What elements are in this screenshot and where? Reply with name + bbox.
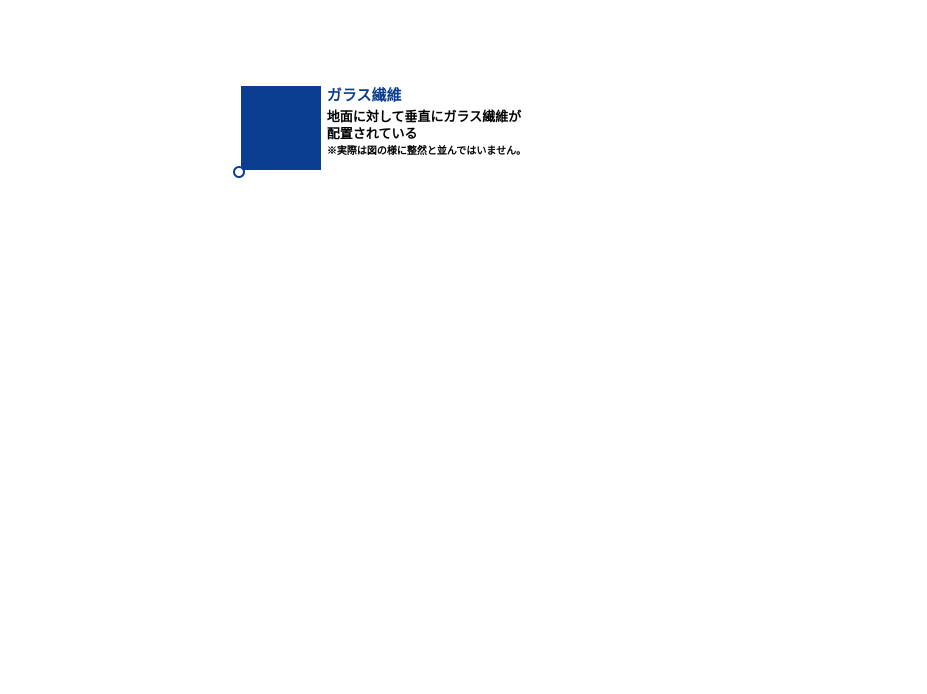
desc-line-2: 配置されている (327, 126, 418, 141)
diagram-title: ガラス繊維 (327, 86, 526, 106)
diagram-note: ※実際は図の様に整然と並んではいません。 (327, 145, 526, 158)
diagram-description: 地面に対して垂直にガラス繊維が 配置されている (327, 108, 526, 143)
desc-line-1: 地面に対して垂直にガラス繊維が (327, 109, 521, 124)
label-text-block: ガラス繊維 地面に対して垂直にガラス繊維が 配置されている ※実際は図の様に整然… (327, 86, 526, 158)
fiber-block (241, 86, 321, 170)
marker-ring (233, 166, 245, 178)
glass-fiber-diagram: ガラス繊維 地面に対して垂直にガラス繊維が 配置されている ※実際は図の様に整然… (241, 86, 526, 170)
fiber-block-bg (241, 86, 321, 170)
